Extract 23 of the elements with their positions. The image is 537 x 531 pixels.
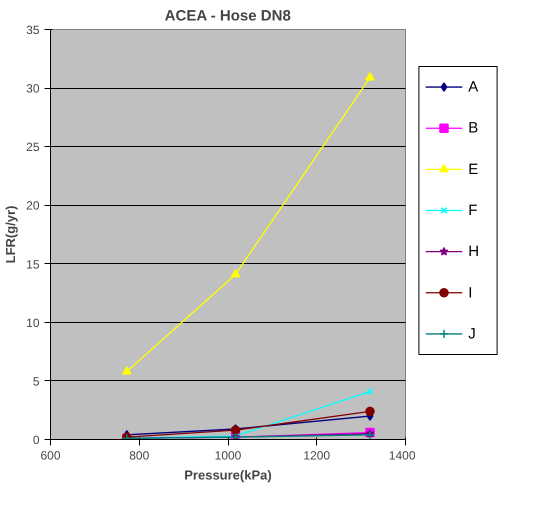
y-tick-label: 20 [26,198,40,213]
x-tick-label: 1400 [388,448,416,462]
legend-label: B [468,120,478,137]
chart-title: ACEA - Hose DN8 [164,8,291,24]
x-tick-label: 1200 [303,448,330,462]
y-tick-label: 10 [26,316,40,330]
x-tick-label: 800 [129,448,150,462]
y-axis-title: LFR(g/yr) [3,206,18,264]
x-tick-label: 600 [40,448,61,462]
x-tick-label: 1000 [214,448,242,462]
y-tick-label: 0 [32,433,40,447]
y-tick-label: 15 [26,257,40,272]
y-tick-label: 5 [32,374,40,388]
legend-label: J [468,325,476,342]
y-tick-label: 25 [26,140,40,154]
legend-label: E [468,160,478,178]
legend-label: F [468,202,478,219]
x-axis-title: Pressure(kPa) [184,468,272,482]
legend-label: I [468,284,472,302]
legend-label: H [468,243,480,260]
legend-label: A [468,78,478,96]
y-tick-label: 30 [26,82,40,96]
y-tick-label: 35 [26,23,40,37]
